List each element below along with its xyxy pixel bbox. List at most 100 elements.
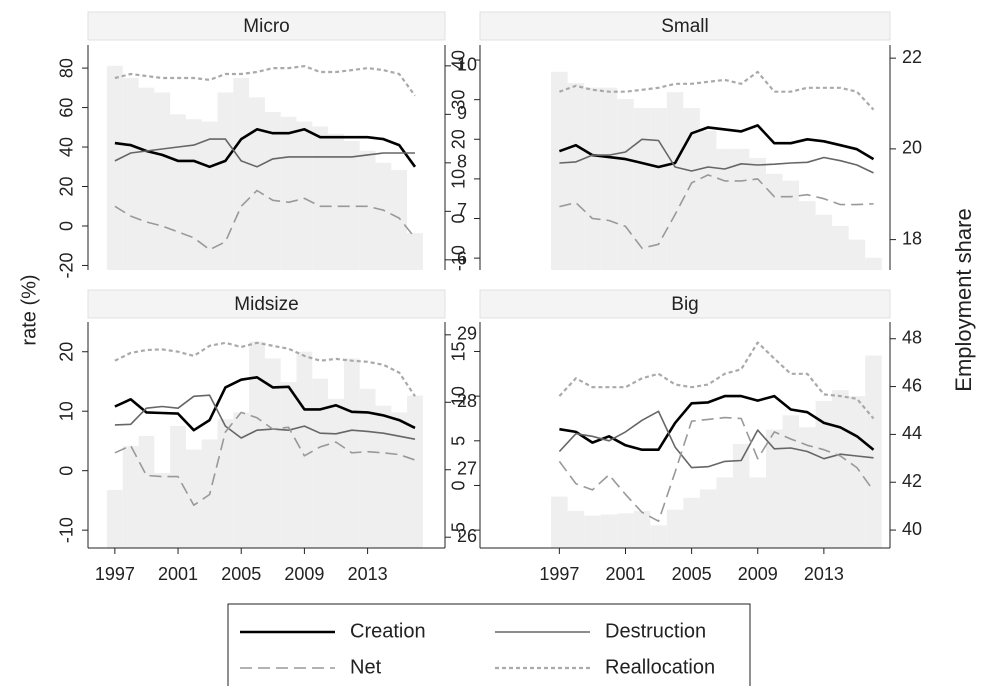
legend-label: Destruction [605, 620, 706, 642]
bar [312, 126, 329, 270]
y2-tick-label: 10 [457, 55, 477, 75]
y-tick-label: -10 [57, 517, 77, 543]
bar [766, 429, 783, 548]
y-tick-label: 10 [449, 169, 469, 189]
bar [328, 398, 344, 548]
y-tick-label: 60 [57, 98, 77, 118]
bar [170, 425, 186, 548]
y2-tick-label: 26 [457, 526, 477, 546]
series-line [558, 124, 875, 169]
bar [343, 141, 360, 270]
bar [815, 400, 833, 548]
y-tick-label: 20 [57, 176, 77, 196]
bar [217, 419, 234, 548]
panel-title: Midsize [234, 294, 298, 315]
bar [185, 449, 202, 548]
y2-tick-label: 28 [457, 391, 477, 411]
bar [666, 509, 684, 548]
bar [683, 108, 700, 270]
y-tick-label: 20 [449, 129, 469, 149]
bar [407, 233, 423, 270]
panel-header [87, 11, 446, 41]
y-tick-label: 40 [449, 50, 469, 70]
y-tick-label: 10 [57, 401, 77, 421]
series-line [114, 65, 416, 97]
legend-label: Reallocation [605, 656, 715, 678]
x-tick-label: 2009 [738, 564, 778, 584]
bar [600, 514, 618, 548]
bar [249, 97, 265, 270]
panel-title: Big [671, 294, 698, 315]
y2-tick-label: 8 [457, 152, 467, 172]
x-tick-label: 2013 [348, 564, 388, 584]
bar [865, 355, 882, 548]
bar [312, 378, 329, 548]
y-tick-label: 0 [57, 466, 77, 476]
y-tick-label: -5 [449, 522, 469, 538]
bar [375, 405, 392, 548]
y-axis-label: rate (%) [18, 274, 40, 345]
series-line [114, 138, 415, 168]
x-tick-label: 2009 [284, 564, 324, 584]
x-tick-label: 2013 [804, 564, 844, 584]
bar [567, 83, 585, 271]
bar [217, 92, 234, 271]
x-tick-label: 2001 [605, 564, 645, 584]
y-tick-label: 5 [449, 436, 469, 446]
x-tick-label: 2005 [672, 564, 712, 584]
y2-tick-label: 22 [902, 47, 922, 67]
series-line [558, 410, 874, 469]
bar [407, 395, 423, 548]
series-line [114, 376, 416, 432]
bar [617, 98, 634, 270]
panel-header [479, 11, 891, 41]
series-line [114, 394, 416, 440]
bar [138, 87, 155, 270]
series-line [559, 138, 874, 174]
bar [600, 87, 618, 270]
bar [551, 496, 568, 548]
bar [391, 412, 408, 548]
bar [359, 150, 376, 270]
series-line [559, 174, 874, 249]
y2-axis-label: Employment share [951, 208, 976, 391]
bar [732, 443, 750, 548]
bar [633, 510, 651, 548]
y-tick-label: 20 [57, 342, 77, 362]
series-line [558, 416, 875, 522]
bar [122, 77, 139, 270]
y-tick-label: 10 [449, 386, 469, 406]
y-tick-label: 80 [57, 58, 77, 78]
bar [375, 162, 392, 270]
bar [848, 239, 866, 270]
panel-header [479, 289, 891, 319]
bar [106, 65, 123, 271]
bar [584, 515, 601, 548]
bar [865, 257, 882, 270]
bar [799, 427, 816, 548]
bar [683, 497, 700, 548]
x-tick-label: 2001 [158, 564, 198, 584]
series-line [558, 341, 875, 420]
y2-tick-label: 46 [902, 375, 922, 395]
x-tick-label: 1997 [539, 564, 579, 584]
series-line [114, 341, 416, 397]
bar [328, 133, 344, 270]
bar [848, 396, 866, 548]
x-tick-label: 1997 [95, 564, 135, 584]
y-tick-label: -20 [57, 252, 77, 278]
legend-label: Creation [350, 620, 426, 642]
bar [749, 477, 767, 548]
y-tick-label: 30 [449, 90, 469, 110]
bar [633, 108, 651, 270]
bar [106, 489, 123, 548]
legend-box [227, 603, 751, 686]
y2-tick-label: 18 [902, 228, 922, 248]
bar [296, 121, 313, 270]
bar [249, 341, 265, 548]
bar [650, 525, 667, 548]
bar [201, 121, 218, 270]
y-tick-label: 40 [57, 137, 77, 157]
panel-header [87, 289, 446, 319]
